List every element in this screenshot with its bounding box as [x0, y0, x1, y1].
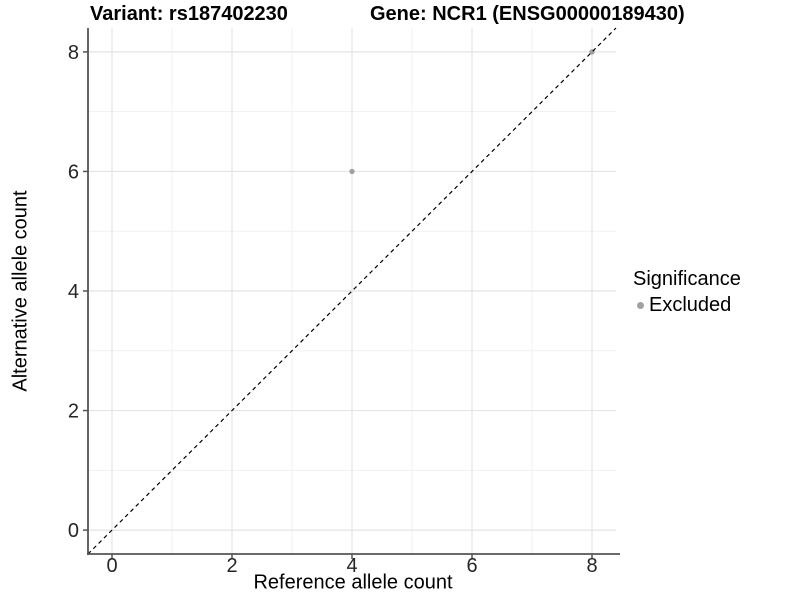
- y-tick-label: 0: [68, 520, 79, 542]
- x-tick-label: 6: [466, 555, 477, 577]
- x-tick-label: 4: [346, 555, 357, 577]
- excluded-point-icon: [637, 302, 644, 309]
- legend: Significance Excluded: [633, 268, 741, 317]
- y-tick-label: 8: [68, 42, 79, 64]
- legend-item-excluded: Excluded: [633, 294, 741, 317]
- legend-title: Significance: [633, 268, 741, 290]
- x-tick-label: 8: [586, 555, 597, 577]
- x-tick-label: 0: [106, 555, 117, 577]
- y-axis-title: Alternative allele count: [9, 190, 32, 392]
- variant-title: Variant: rs187402230: [90, 3, 288, 25]
- y-tick-label: 4: [68, 281, 79, 303]
- legend-item-label: Excluded: [649, 294, 732, 316]
- x-axis-title: Reference allele count: [253, 571, 453, 594]
- x-tick-label: 2: [226, 555, 237, 577]
- gene-title: Gene: NCR1 (ENSG00000189430): [370, 3, 685, 25]
- data-point: [349, 168, 355, 175]
- y-tick-label: 2: [68, 401, 79, 423]
- y-tick-label: 6: [68, 161, 79, 183]
